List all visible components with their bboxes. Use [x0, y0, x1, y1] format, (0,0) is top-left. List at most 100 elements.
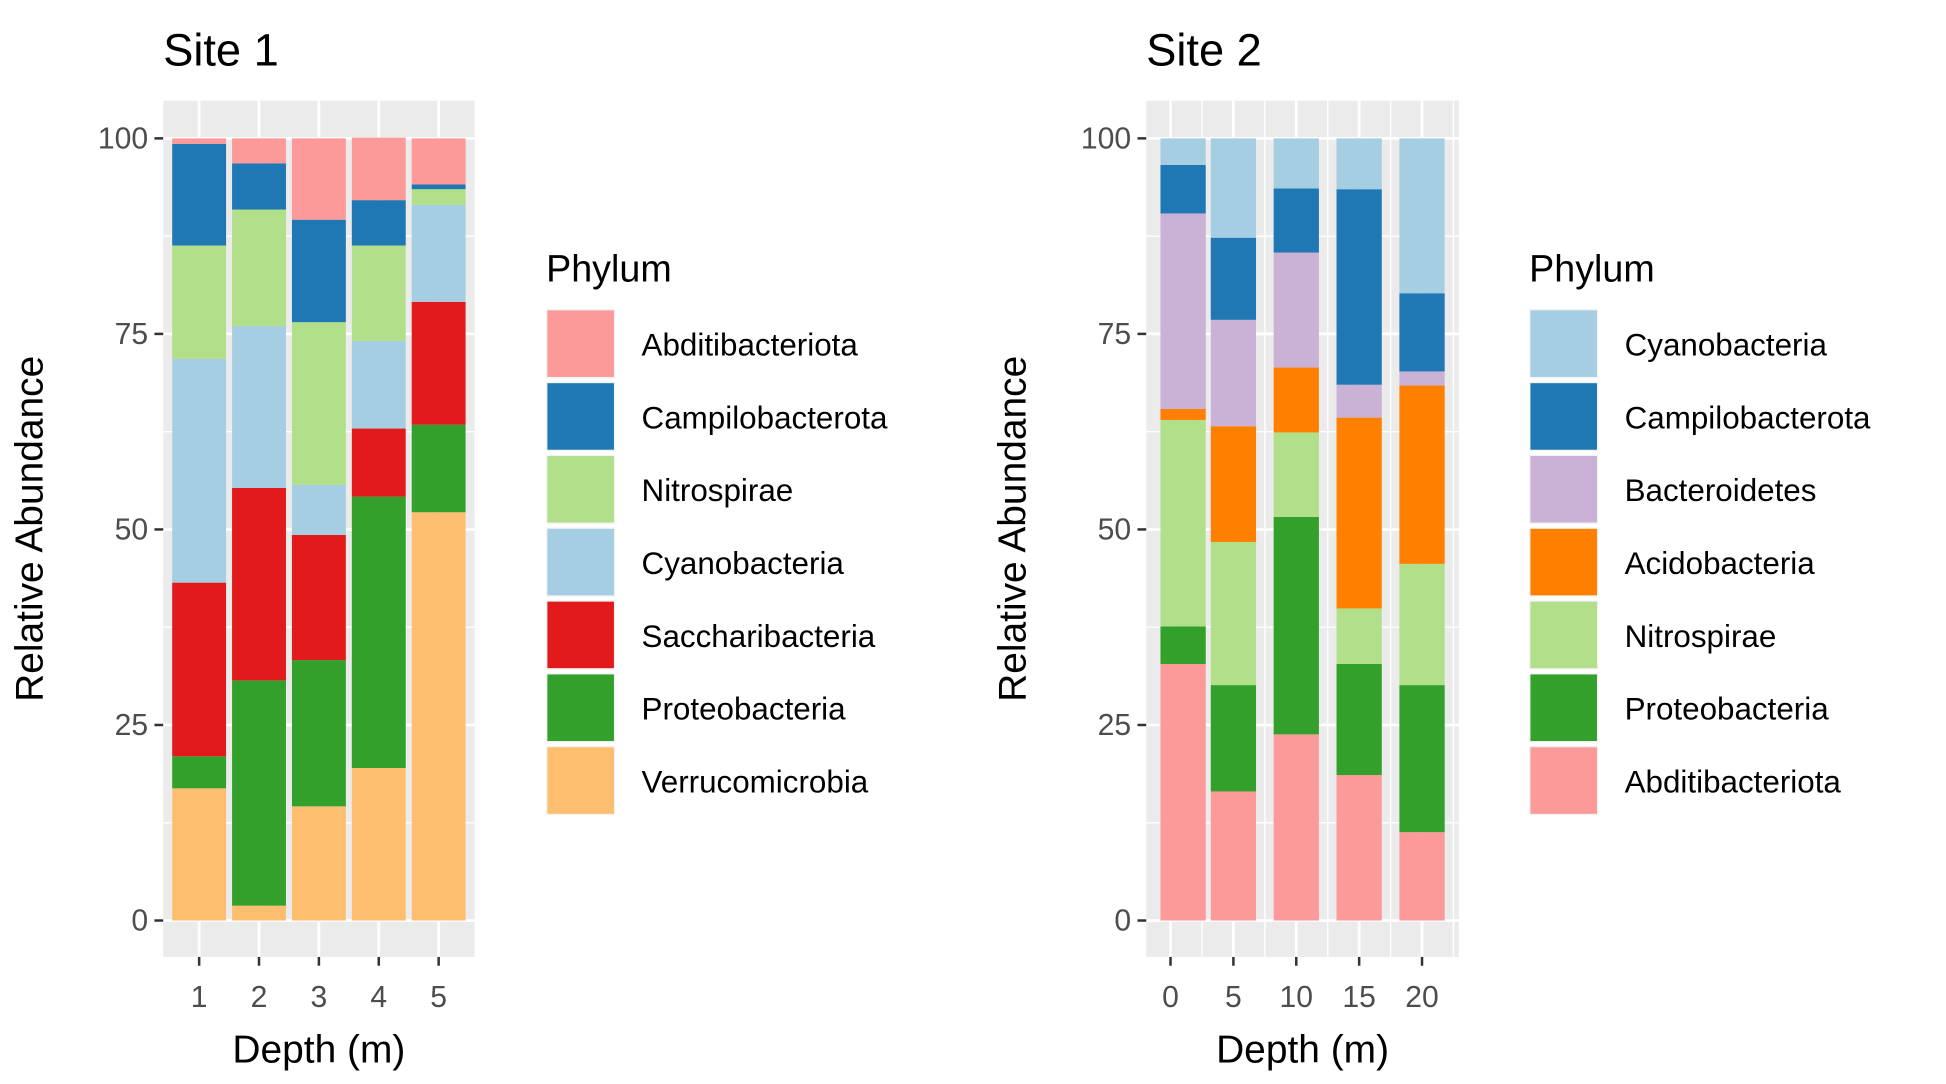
bar-segment-cyanobacteria — [1160, 138, 1206, 165]
y-tick-label: 0 — [1114, 905, 1131, 938]
bar-segment-saccharibacteria — [351, 428, 406, 497]
bar-segment-acidobacteria — [1160, 408, 1206, 420]
legend-label: Nitrospirae — [642, 473, 794, 508]
x-tick-label: 10 — [1280, 981, 1314, 1014]
panel-1: 0 25 50 75 100 1 2 3 4 5 Site 1 Depth (m) Relative A… — [9, 25, 888, 1072]
bar-segment-cyanobacteria — [232, 326, 286, 488]
bar-segment-abditibacteriota — [1160, 663, 1206, 921]
x-tick-label: 15 — [1342, 981, 1376, 1014]
legend-label: Abditibacteriota — [642, 328, 859, 363]
x-axis-title: Depth (m) — [1216, 1028, 1389, 1071]
legend-label: Nitrospirae — [1625, 619, 1777, 654]
bar-segment-nitrospirae — [291, 322, 346, 485]
bar-segment-bacteroidetes — [1399, 371, 1445, 386]
bar-segment-cyanobacteria — [291, 484, 346, 535]
bar-segment-proteobacteria — [232, 680, 286, 906]
x-tick-label: 4 — [370, 981, 387, 1014]
bar-segment-nitrospirae — [1399, 563, 1445, 686]
legend-label: Cyanobacteria — [642, 546, 845, 581]
bar-segment-nitrospirae — [1336, 608, 1382, 664]
legend-key-swatch — [547, 455, 614, 523]
legend-key-swatch — [1530, 528, 1597, 596]
legend-label: Cyanobacteria — [1625, 328, 1828, 363]
bar-segment-saccharibacteria — [172, 582, 227, 757]
bar-segment-nitrospirae — [172, 245, 227, 359]
bar-segment-abditibacteriota — [172, 138, 227, 144]
legend-label: Proteobacteria — [642, 692, 847, 727]
bar-segment-abditibacteriota — [1336, 775, 1382, 921]
bar-segment-proteobacteria — [291, 660, 346, 807]
y-tick-label: 50 — [1098, 513, 1132, 546]
bar-segment-nitrospirae — [411, 189, 466, 205]
x-tick-label: 20 — [1405, 981, 1439, 1014]
x-tick-label: 3 — [311, 981, 328, 1014]
bar-segment-proteobacteria — [1210, 685, 1257, 792]
bar-segment-abditibacteriota — [1273, 734, 1319, 921]
bar-segment-verrucomicrobia — [232, 905, 286, 921]
y-axis-title: Relative Abundance — [992, 356, 1035, 702]
bar-segment-campilobacterota — [351, 200, 406, 246]
bar-segment-proteobacteria — [351, 496, 406, 769]
bar-segment-campilobacterota — [1336, 189, 1382, 385]
bar-segment-bacteroidetes — [1273, 252, 1319, 368]
legend-label: Acidobacteria — [1625, 546, 1816, 581]
y-tick-label: 25 — [1098, 709, 1132, 742]
chart-title: Site 2 — [1146, 25, 1262, 76]
legend-label: Bacteroidetes — [1625, 473, 1817, 508]
bar-segment-abditibacteriota — [351, 137, 406, 201]
legend-label: Proteobacteria — [1625, 692, 1830, 727]
bar-segment-abditibacteriota — [1399, 832, 1445, 921]
bar-segment-bacteroidetes — [1336, 384, 1382, 418]
bar-segment-verrucomicrobia — [291, 806, 346, 921]
bar-segment-campilobacterota — [1160, 164, 1206, 214]
bar-segment-saccharibacteria — [291, 534, 346, 661]
bar-segment-proteobacteria — [1336, 663, 1382, 776]
legend-key-swatch — [1530, 747, 1597, 814]
legend-label: Verrucomicrobia — [642, 764, 869, 799]
y-tick-label: 25 — [115, 709, 149, 742]
legend-label: Campilobacterota — [642, 400, 888, 435]
legend: Phylum Cyanobacteria Campilobacterota Bacte… — [1529, 247, 1871, 816]
bar-segment-abditibacteriota — [411, 138, 466, 185]
y-tick-label: 50 — [115, 513, 149, 546]
legend-label: Saccharibacteria — [642, 619, 876, 654]
legend-key-swatch — [547, 601, 614, 669]
panel-2: 0 25 50 75 100 0 5 10 15 20 Site 2 Depth (m) Relativ… — [992, 25, 1871, 1072]
bar-segment-cyanobacteria — [172, 358, 227, 583]
bar-segment-bacteroidetes — [1160, 213, 1206, 409]
x-tick-label: 5 — [1225, 981, 1242, 1014]
bar-segment-verrucomicrobia — [172, 788, 227, 921]
y-tick-label: 0 — [131, 905, 148, 938]
legend-key-swatch — [1530, 455, 1597, 523]
chart-title: Site 1 — [163, 25, 279, 76]
x-tick-label: 5 — [430, 981, 447, 1014]
legend-key-swatch — [1530, 601, 1597, 669]
bar-segment-campilobacterota — [1273, 188, 1319, 253]
bar-segment-campilobacterota — [1399, 293, 1445, 372]
bar-segment-cyanobacteria — [411, 204, 466, 302]
bar-segment-cyanobacteria — [1273, 138, 1319, 189]
bar-segment-campilobacterota — [1210, 237, 1257, 320]
bar-segment-proteobacteria — [172, 756, 227, 789]
bar-segment-cyanobacteria — [1336, 138, 1382, 190]
y-tick-label: 100 — [1081, 122, 1131, 155]
x-tick-label: 0 — [1162, 981, 1179, 1014]
bar-segment-nitrospirae — [1160, 419, 1206, 627]
x-tick-label: 2 — [251, 981, 268, 1014]
legend-title: Phylum — [1529, 247, 1655, 289]
bar-segment-campilobacterota — [172, 143, 227, 246]
bar-segment-nitrospirae — [1273, 432, 1319, 517]
bar-segment-proteobacteria — [1273, 516, 1319, 735]
legend-key-swatch — [1530, 674, 1597, 741]
bar-segment-nitrospirae — [1210, 541, 1257, 686]
bar-segment-nitrospirae — [351, 245, 406, 341]
y-axis-title: Relative Abundance — [9, 356, 52, 702]
bar-segment-abditibacteriota — [291, 138, 346, 220]
bar-segment-abditibacteriota — [232, 138, 286, 164]
y-tick-label: 75 — [1098, 318, 1132, 351]
legend-key-swatch — [1530, 310, 1597, 377]
bar-segment-proteobacteria — [411, 424, 466, 513]
bar-segment-acidobacteria — [1210, 426, 1257, 542]
bar-segment-cyanobacteria — [1399, 138, 1445, 294]
bar-segment-acidobacteria — [1273, 367, 1319, 433]
